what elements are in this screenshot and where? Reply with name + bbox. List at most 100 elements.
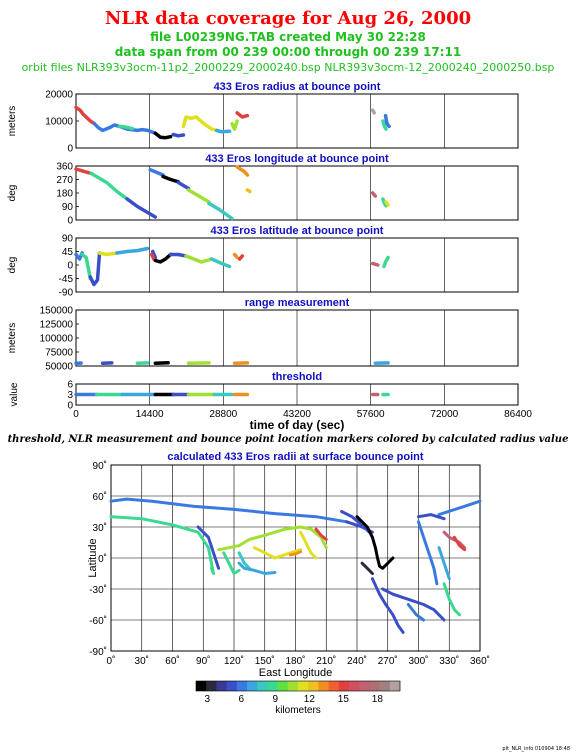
data-trace	[184, 254, 214, 264]
data-trace	[383, 113, 391, 129]
y-tick-label: 360	[56, 162, 73, 173]
colorbar-swatch	[389, 681, 401, 691]
map-trace	[437, 546, 451, 581]
data-trace	[186, 188, 211, 204]
data-trace	[370, 261, 380, 267]
map-y-tick-label: 0˚	[98, 553, 107, 565]
data-trace	[237, 254, 245, 261]
colorbar-tick-label: 15	[338, 694, 350, 705]
y-axis-label: deg	[7, 185, 18, 202]
map-x-tick-label: 330˚	[439, 655, 459, 667]
x-tick-label: 86400	[504, 409, 532, 420]
colorbar-tick-label: 9	[273, 694, 279, 705]
orbit-line: orbit files NLR393v3ocm-11p2_2000229_200…	[21, 61, 555, 74]
colorbar-swatch	[267, 681, 278, 691]
y-tick-label: 0	[67, 144, 73, 155]
colorbar-swatch	[206, 681, 217, 691]
map-trace	[417, 520, 439, 586]
map-trace	[109, 515, 215, 575]
map-trace	[355, 515, 395, 570]
colorbar-tick-label: 18	[372, 694, 384, 705]
map-trace	[452, 535, 467, 552]
span-line: data span from 00 239 00:00 through 00 2…	[114, 45, 462, 59]
timestamp-stamp: plt_NLR_info 010904 18:48	[502, 746, 570, 752]
y-tick-label: 0	[67, 401, 73, 412]
data-trace	[168, 252, 188, 258]
colorbar-swatch	[247, 681, 258, 691]
panel-title: threshold	[272, 371, 322, 383]
y-tick-label: 3	[67, 390, 73, 401]
colorbar-swatch	[226, 681, 238, 691]
y-tick-label: 90	[62, 202, 74, 213]
data-trace	[115, 246, 150, 255]
y-tick-label: 10000	[45, 117, 73, 128]
data-trace	[382, 255, 390, 269]
x-axis-label: time of day (sec)	[250, 418, 345, 432]
y-axis-label: deg	[7, 257, 18, 274]
colorbar-tick-label: 6	[239, 694, 245, 705]
map-trace	[437, 499, 482, 517]
colorbar-swatch	[308, 681, 319, 691]
map-trace	[442, 582, 461, 617]
data-trace	[381, 119, 388, 131]
map-trace	[217, 525, 328, 552]
y-tick-label: 150000	[40, 306, 74, 317]
panel-title: 433 Eros longitude at bounce point	[205, 153, 389, 165]
y-tick-label: 0	[67, 261, 73, 272]
y-tick-label: 45	[62, 247, 74, 258]
data-trace	[370, 191, 378, 198]
y-axis-label: value	[9, 382, 20, 406]
x-tick-label: 43200	[283, 409, 311, 420]
map-trace	[237, 551, 251, 570]
data-trace	[235, 111, 250, 119]
y-tick-label: 100000	[40, 334, 74, 345]
map-trace	[381, 587, 446, 622]
map-trace	[237, 561, 277, 575]
map-trace	[196, 525, 221, 570]
y-tick-label: 6	[67, 380, 73, 391]
colorbar-swatch	[298, 681, 309, 691]
data-trace	[80, 252, 93, 281]
data-trace	[176, 180, 191, 191]
data-trace	[214, 128, 232, 134]
data-trace	[181, 115, 219, 133]
data-trace	[150, 249, 158, 260]
map-trace	[109, 497, 349, 524]
y-tick-label: 180	[56, 189, 73, 200]
page-title: NLR data coverage for Aug 26, 2000	[104, 8, 472, 29]
map-y-tick-label: 60˚	[93, 491, 107, 503]
data-trace	[89, 171, 129, 201]
x-tick-label: 72000	[430, 409, 458, 420]
data-trace	[381, 197, 388, 208]
map-trace	[314, 527, 328, 541]
y-tick-label: -45	[59, 274, 74, 285]
map-trace	[299, 530, 318, 560]
x-tick-label: 0	[73, 409, 79, 420]
map-trace	[370, 577, 405, 634]
data-trace	[209, 257, 232, 269]
map-trace	[417, 513, 446, 521]
data-trace	[74, 105, 97, 126]
map-x-tick-label: 270˚	[378, 655, 398, 667]
y-tick-label: 90	[62, 234, 74, 245]
colorbar-swatch	[236, 681, 248, 691]
map-trace	[253, 546, 303, 560]
map-trace	[360, 561, 374, 575]
map-trace	[406, 603, 426, 622]
data-trace	[74, 167, 94, 176]
panel-title: range measurement	[245, 297, 350, 309]
map-x-tick-label: 90˚	[196, 655, 210, 667]
data-trace	[153, 252, 173, 264]
panel-title: 433 Eros radius at bounce point	[214, 81, 381, 93]
map-x-tick-label: 180˚	[285, 655, 305, 667]
data-trace	[117, 124, 135, 131]
map-x-tick-label: 120˚	[224, 655, 244, 667]
x-tick-label: 57600	[357, 409, 385, 420]
map-y-tick-label: -60˚	[89, 615, 107, 627]
data-trace	[148, 168, 165, 177]
y-tick-label: 0	[67, 216, 73, 227]
data-trace	[161, 174, 181, 184]
map-x-tick-label: 240˚	[347, 655, 367, 667]
caption: threshold, NLR measurement and bounce po…	[7, 434, 569, 445]
